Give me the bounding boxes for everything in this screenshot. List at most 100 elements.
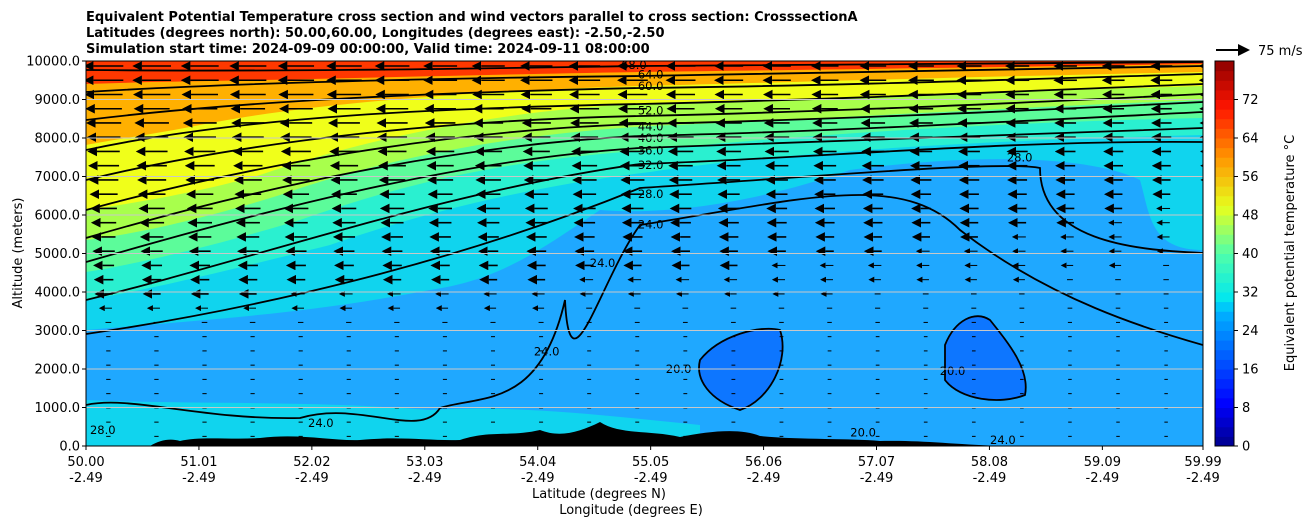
y-tick-label: 1000.0	[35, 401, 81, 416]
plot-area: 68.064.060.052.044.040.036.032.028.024.0…	[86, 61, 1203, 447]
x-axis-label-longitude: Longitude (degrees E)	[559, 503, 703, 518]
colorbar-segment	[1215, 397, 1234, 408]
x-tick-label-lat: 59.99	[1184, 455, 1221, 470]
colorbar-segment	[1215, 166, 1234, 177]
y-tick-label: 0.0	[59, 440, 80, 455]
colorbar-tick-label: 16	[1242, 363, 1259, 378]
contour-label: 20.0	[940, 364, 966, 378]
contour-label: 24.0	[534, 345, 560, 359]
contour-label: 24.0	[308, 416, 334, 430]
x-tick-label-lat: 55.05	[632, 455, 669, 470]
x-tick-label-lat: 59.09	[1084, 455, 1121, 470]
colorbar-segment	[1215, 340, 1234, 351]
colorbar-segment	[1215, 426, 1234, 437]
x-tick-label-lon: -2.49	[634, 471, 668, 486]
contour-label: 32.0	[638, 158, 664, 172]
colorbar-tick-label: 32	[1242, 286, 1259, 301]
x-tick-label-lat: 51.01	[180, 455, 217, 470]
x-tick-label-lon: -2.49	[1186, 471, 1220, 486]
x-tick-label-lat: 57.07	[858, 455, 895, 470]
contour-label: 28.0	[1007, 150, 1033, 164]
x-tick-label-lon: -2.49	[521, 471, 555, 486]
colorbar-label: Equivalent potential temperature °C	[1283, 135, 1298, 371]
colorbar-tick-label: 64	[1242, 132, 1259, 147]
y-tick-label: 9000.0	[35, 93, 81, 108]
colorbar-segment	[1215, 243, 1234, 254]
contour-label: 28.0	[638, 187, 664, 201]
contour-line-28	[86, 165, 1203, 335]
colorbar-segment	[1215, 272, 1234, 283]
contour-label: 24.0	[990, 433, 1016, 447]
contour-label: 20.0	[850, 426, 876, 440]
colorbar: 0 8 16 24 32 40 48 56 64 72	[1214, 60, 1259, 455]
y-axis-label: Altitude (meters)	[11, 198, 26, 309]
colorbar-segment	[1215, 263, 1234, 274]
y-tick-label: 10000.0	[26, 55, 80, 70]
contour-line-32	[86, 140, 1203, 301]
x-tick-label-lon: -2.49	[747, 471, 781, 486]
colorbar-tick-label: 48	[1242, 209, 1259, 224]
x-axis: 50.00-2.4951.01-2.4952.02-2.4953.03-2.49…	[67, 446, 1222, 486]
y-tick-label: 8000.0	[35, 132, 81, 147]
colorbar-segment	[1215, 61, 1234, 72]
x-tick-label-lon: -2.49	[69, 471, 103, 486]
x-tick-label-lon: -2.49	[182, 471, 216, 486]
colorbar-segment	[1215, 138, 1234, 149]
y-tick-label: 5000.0	[35, 247, 81, 262]
colorbar-segment	[1215, 195, 1234, 206]
x-tick-label-lon: -2.49	[295, 471, 329, 486]
wind-vectors	[86, 61, 1203, 437]
colorbar-tick-label: 24	[1242, 324, 1259, 339]
colorbar-segment	[1215, 215, 1234, 226]
x-tick-label-lat: 50.00	[67, 455, 104, 470]
colorbar-segment	[1215, 320, 1234, 331]
wind-key-label: 75 m/s	[1258, 44, 1303, 59]
colorbar-segment	[1215, 224, 1234, 235]
colorbar-segment	[1215, 99, 1234, 110]
colorbar-tick-label: 56	[1242, 170, 1259, 185]
colorbar-segment	[1215, 407, 1234, 418]
colorbar-segment	[1215, 282, 1234, 293]
colorbar-segment	[1215, 205, 1234, 216]
colorbar-segment	[1215, 359, 1234, 370]
y-tick-label: 7000.0	[35, 170, 81, 185]
colorbar-segment	[1215, 292, 1234, 303]
colorbar-segment	[1215, 253, 1234, 264]
band-orange	[86, 61, 1203, 145]
colorbar-segment	[1215, 89, 1234, 100]
gridlines	[86, 99, 1203, 408]
colorbar-segment	[1215, 436, 1234, 447]
colorbar-segment	[1215, 369, 1234, 380]
contour-line-48	[86, 93, 1203, 181]
colorbar-segment	[1215, 311, 1234, 322]
colorbar-segment	[1215, 147, 1234, 158]
contour-line-64	[86, 65, 1203, 93]
colorbar-segment	[1215, 157, 1234, 168]
colorbar-tick-label: 40	[1242, 247, 1259, 262]
y-tick-label: 3000.0	[35, 324, 81, 339]
contour-label: 64.0	[638, 67, 664, 81]
contour-label: 24.0	[590, 256, 616, 270]
contour-label: 36.0	[638, 143, 664, 157]
colorbar-segment	[1215, 378, 1234, 389]
contour-label: 24.0	[638, 218, 664, 232]
colorbar-segment	[1215, 234, 1234, 245]
y-axis: 0.0 1000.0 2000.0 3000.0 4000.0 5000.0 6000.0 7…	[26, 55, 86, 455]
colorbar-segment	[1215, 186, 1234, 197]
colorbar-segment	[1215, 301, 1234, 312]
colorbar-tick-label: 72	[1242, 93, 1259, 108]
contour-label: 60.0	[638, 79, 664, 93]
x-axis-label-latitude: Latitude (degrees N)	[532, 487, 666, 502]
x-tick-label-lon: -2.49	[1086, 471, 1120, 486]
y-tick-label: 6000.0	[35, 209, 81, 224]
colorbar-segment	[1215, 80, 1234, 91]
y-tick-label: 2000.0	[35, 363, 81, 378]
colorbar-segment	[1215, 70, 1234, 81]
contour-label: 52.0	[638, 103, 664, 117]
band-blue-low-2	[945, 316, 1026, 400]
colorbar-segment	[1215, 118, 1234, 129]
contour-line-24	[86, 194, 1203, 422]
chart-title-line-2: Latitudes (degrees north): 50.00,60.00, …	[86, 26, 665, 41]
colorbar-segment	[1215, 176, 1234, 187]
